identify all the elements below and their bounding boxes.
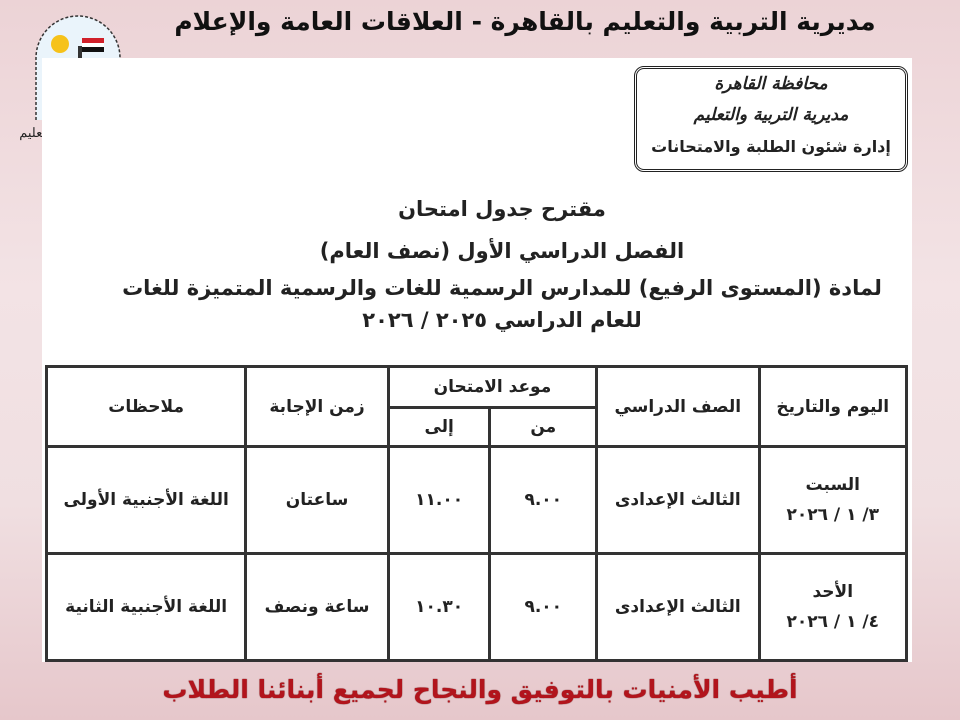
title-3: لمادة (المستوى الرفيع) للمدارس الرسمية ل… <box>122 276 882 300</box>
table-row: الأحد ٤/ ١ / ٢٠٢٦ الثالث الإعدادى ٩.٠٠ ١٠… <box>44 552 908 662</box>
exam-schedule-table: اليوم والتاريخ الصف الدراسي موعد الامتحا… <box>44 365 908 662</box>
cell-from: ٩.٠٠ <box>488 552 599 662</box>
cell-duration: ساعتان <box>244 445 390 555</box>
cell-notes: اللغة الأجنبية الأولى <box>44 445 248 555</box>
table-row: السبت ٣/ ١ / ٢٠٢٦ الثالث الإعدادى ٩.٠٠ ١١… <box>44 445 908 555</box>
day: السبت <box>805 475 860 495</box>
title-1: مقترح جدول امتحان <box>398 197 606 221</box>
header-to: إلى <box>386 406 492 448</box>
date: ٤/ ١ / ٢٠٢٦ <box>786 612 879 632</box>
title-2: الفصل الدراسي الأول (نصف العام) <box>319 239 685 263</box>
cell-day-date: الأحد ٤/ ١ / ٢٠٢٦ <box>757 552 908 662</box>
cell-to: ١١.٠٠ <box>386 445 492 555</box>
cell-from: ٩.٠٠ <box>488 445 599 555</box>
cell-grade: الثالث الإعدادى <box>595 445 761 555</box>
stamp-line: محافظة القاهرة <box>714 74 828 94</box>
cell-to: ١٠.٣٠ <box>386 552 492 662</box>
header-duration: زمن الإجابة <box>244 365 390 448</box>
stamp-line: مديرية التربية والتعليم <box>693 105 849 125</box>
footer-wishes: أطيب الأمنيات بالتوفيق والنجاح لجميع أبن… <box>162 675 798 704</box>
cell-day-date: السبت ٣/ ١ / ٢٠٢٦ <box>757 445 908 555</box>
document-titles: مقترح جدول امتحان الفصل الدراسي الأول (ن… <box>102 188 902 336</box>
day: الأحد <box>812 582 854 602</box>
document-page: محافظة القاهرة مديرية التربية والتعليم إ… <box>42 58 912 662</box>
header-grade: الصف الدراسي <box>595 365 761 448</box>
header-from: من <box>488 406 599 448</box>
banner-title: مديرية التربية والتعليم بالقاهرة - العلا… <box>174 7 876 36</box>
stamp-line: إدارة شئون الطلبة والامتحانات <box>651 137 891 156</box>
cell-duration: ساعة ونصف <box>244 552 390 662</box>
title-4: للعام الدراسي ٢٠٢٥ / ٢٠٢٦ <box>362 308 642 332</box>
cell-notes: اللغة الأجنبية الثانية <box>44 552 248 662</box>
header-exam-time: موعد الامتحان <box>386 365 599 409</box>
date: ٣/ ١ / ٢٠٢٦ <box>786 505 879 525</box>
header-notes: ملاحظات <box>44 365 248 448</box>
cell-grade: الثالث الإعدادى <box>595 552 761 662</box>
office-stamp: محافظة القاهرة مديرية التربية والتعليم إ… <box>634 66 908 172</box>
header-day-date: اليوم والتاريخ <box>757 365 908 448</box>
